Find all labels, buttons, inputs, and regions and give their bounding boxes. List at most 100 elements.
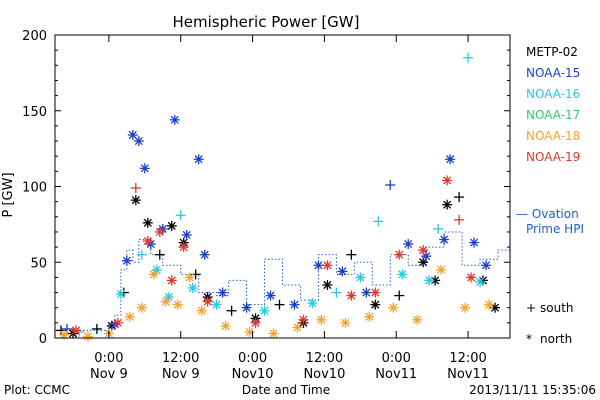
point-noaa-16-south bbox=[331, 287, 342, 298]
point-noaa-18-north bbox=[316, 314, 327, 325]
point-noaa-19-south bbox=[454, 214, 465, 225]
point-noaa-15-north bbox=[241, 302, 252, 313]
point-noaa-19-north bbox=[346, 290, 357, 301]
point-noaa-15-north bbox=[193, 154, 204, 165]
x-tick-label-date: Nov11 bbox=[375, 367, 417, 382]
point-noaa-15-north bbox=[337, 266, 348, 277]
point-noaa-18-north bbox=[364, 311, 375, 322]
point-noaa-15-north bbox=[181, 229, 192, 240]
point-noaa-15-north bbox=[265, 290, 276, 301]
y-tick-label: 150 bbox=[22, 105, 47, 120]
point-noaa-15-north bbox=[313, 260, 324, 271]
point-noaa-18-north bbox=[268, 328, 279, 339]
y-tick-label: 50 bbox=[30, 256, 47, 271]
point-noaa-19-north bbox=[466, 272, 477, 283]
y-tick-label: 100 bbox=[22, 181, 47, 196]
point-metp-02-south bbox=[394, 290, 405, 301]
point-noaa-18-north bbox=[82, 331, 93, 342]
point-noaa-16-north bbox=[424, 275, 435, 286]
point-noaa-15-north bbox=[361, 287, 372, 298]
x-tick-label-time: 0:00 bbox=[238, 351, 267, 366]
plot-timestamp: 2013/11/11 15:35:06 bbox=[469, 383, 596, 397]
y-tick-label: 200 bbox=[22, 29, 47, 44]
point-metp-02-south bbox=[454, 192, 465, 203]
point-noaa-18-north bbox=[136, 302, 147, 313]
point-noaa-16-south bbox=[373, 216, 384, 227]
point-metp-02-north bbox=[142, 217, 153, 228]
point-noaa-18-north bbox=[244, 326, 255, 337]
point-noaa-19-north bbox=[142, 236, 153, 247]
point-noaa-18-north bbox=[340, 317, 351, 328]
point-noaa-19-north bbox=[166, 275, 177, 286]
x-tick-label-time: 12:00 bbox=[306, 351, 343, 366]
point-metp-02-north bbox=[370, 299, 381, 310]
point-metp-02-south bbox=[226, 305, 237, 316]
legend-north-label: north bbox=[540, 332, 572, 346]
point-noaa-19-north bbox=[322, 260, 333, 271]
x-tick-label-date: Nov 9 bbox=[162, 367, 200, 382]
point-metp-02-south bbox=[274, 299, 285, 310]
point-noaa-15-north bbox=[199, 249, 210, 260]
point-noaa-19-north bbox=[112, 317, 123, 328]
legend-south-symbol: + bbox=[526, 301, 536, 315]
point-noaa-19-north bbox=[154, 226, 165, 237]
legend-noaa-19: NOAA-19 bbox=[526, 150, 580, 164]
legend-noaa-18: NOAA-18 bbox=[526, 129, 580, 143]
point-noaa-19-north bbox=[442, 175, 453, 186]
point-noaa-18-north bbox=[436, 264, 447, 275]
point-noaa-16-north bbox=[115, 289, 126, 300]
point-noaa-18-north bbox=[172, 299, 183, 310]
point-noaa-18-north bbox=[58, 329, 69, 340]
x-tick-label-time: 0:00 bbox=[94, 351, 123, 366]
point-noaa-18-north bbox=[160, 296, 171, 307]
point-noaa-16-north bbox=[355, 272, 366, 283]
ovation-hpi-line bbox=[55, 231, 510, 331]
point-noaa-16-south bbox=[433, 223, 444, 234]
point-noaa-15-north bbox=[481, 260, 492, 271]
point-noaa-19-north bbox=[394, 249, 405, 260]
point-noaa-18-north bbox=[184, 272, 195, 283]
point-metp-02-north bbox=[166, 220, 177, 231]
point-metp-02-south bbox=[91, 323, 102, 334]
chart-title: Hemispheric Power [GW] bbox=[173, 13, 360, 31]
point-metp-02-north bbox=[322, 279, 333, 290]
point-metp-02-south bbox=[346, 249, 357, 260]
point-noaa-18-north bbox=[220, 320, 231, 331]
point-noaa-19-north bbox=[418, 245, 429, 256]
point-noaa-15-north bbox=[439, 234, 450, 245]
x-tick-label-date: Nov10 bbox=[303, 367, 345, 382]
point-noaa-16-south bbox=[175, 210, 186, 221]
point-noaa-19-north bbox=[250, 317, 261, 328]
plot-source: Plot: CCMC bbox=[4, 383, 70, 397]
point-noaa-16-south bbox=[463, 52, 474, 63]
point-noaa-16-north bbox=[259, 305, 270, 316]
point-noaa-16-north bbox=[187, 283, 198, 294]
legend-metp-02: METP-02 bbox=[526, 45, 578, 59]
point-noaa-16-north bbox=[475, 276, 486, 287]
x-axis-label: Date and Time bbox=[242, 383, 330, 397]
point-noaa-15-north bbox=[121, 255, 132, 266]
legend-noaa-17: NOAA-17 bbox=[526, 108, 580, 122]
ovation-line-layer bbox=[55, 231, 510, 331]
point-noaa-18-north bbox=[388, 302, 399, 313]
point-noaa-16-north bbox=[211, 299, 222, 310]
x-tick-label-date: Nov 9 bbox=[90, 367, 128, 382]
point-noaa-15-north bbox=[445, 154, 456, 165]
point-noaa-18-north bbox=[412, 314, 423, 325]
point-noaa-18-north bbox=[460, 302, 471, 313]
y-axis-label: P [GW] bbox=[1, 172, 16, 217]
point-noaa-15-north bbox=[403, 239, 414, 250]
point-noaa-18-north bbox=[484, 299, 495, 310]
point-noaa-18-north bbox=[196, 305, 207, 316]
point-noaa-19-north bbox=[178, 242, 189, 253]
point-noaa-19-north bbox=[202, 296, 213, 307]
legend-north-symbol: * bbox=[526, 332, 532, 346]
point-noaa-18-north bbox=[292, 322, 303, 333]
point-noaa-18-north bbox=[148, 269, 159, 280]
point-noaa-15-north bbox=[169, 114, 180, 125]
point-noaa-19-north bbox=[298, 314, 309, 325]
point-noaa-15-north bbox=[127, 129, 138, 140]
point-noaa-15-north bbox=[133, 136, 144, 147]
point-metp-02-north bbox=[130, 195, 141, 206]
